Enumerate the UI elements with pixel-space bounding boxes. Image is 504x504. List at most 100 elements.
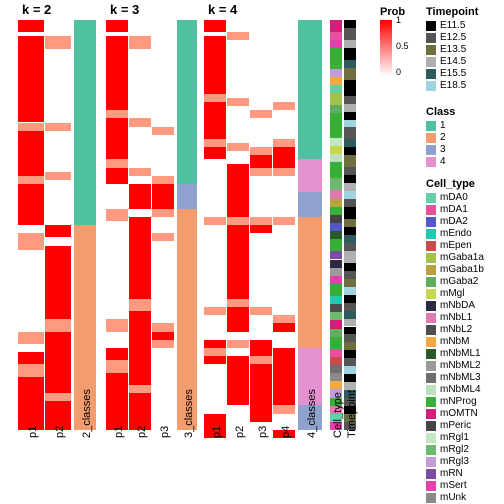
legend-item: E13.5 bbox=[426, 44, 504, 55]
heatmap-column bbox=[273, 20, 295, 430]
legend-label: mUnk bbox=[440, 492, 466, 503]
x-axis-label: p3 bbox=[159, 426, 171, 438]
legend-label: mNbML4 bbox=[440, 384, 481, 395]
legend-item: mNbML1 bbox=[426, 348, 504, 359]
legend-item: mRN bbox=[426, 468, 504, 479]
legend-item: mEndo bbox=[426, 228, 504, 239]
heatmap-column bbox=[250, 20, 272, 430]
legend-item: mDA1 bbox=[426, 204, 504, 215]
legend-swatch bbox=[426, 397, 436, 407]
legend-Timepoint: TimepointE11.5E12.5E13.5E14.5E15.5E18.5 bbox=[426, 6, 504, 92]
legend-label: mDA1 bbox=[440, 204, 468, 215]
legend-swatch bbox=[426, 45, 436, 55]
legend-label: mPeric bbox=[440, 420, 471, 431]
x-axis-label: Timepoint bbox=[346, 390, 358, 438]
legend-swatch bbox=[426, 205, 436, 215]
legend-item: E11.5 bbox=[426, 20, 504, 31]
x-axis-label: 4_classes bbox=[306, 389, 318, 438]
x-axis-label: p2 bbox=[234, 426, 246, 438]
legend-item: mEpen bbox=[426, 240, 504, 251]
heatmap-column bbox=[129, 20, 151, 430]
x-axis-label: p1 bbox=[27, 426, 39, 438]
prob-tick: 0.5 bbox=[396, 41, 409, 51]
legend-label: mEpen bbox=[440, 240, 472, 251]
legend-swatch bbox=[426, 469, 436, 479]
legend-label: 4 bbox=[440, 156, 446, 167]
legend-title: Timepoint bbox=[426, 6, 504, 18]
heatmap-column bbox=[204, 20, 226, 430]
legend-item: mRgl3 bbox=[426, 456, 504, 467]
prob-tick: 1 bbox=[396, 15, 401, 25]
legend-label: E14.5 bbox=[440, 56, 466, 67]
legend-label: mGaba1a bbox=[440, 252, 484, 263]
legend-swatch bbox=[426, 193, 436, 203]
legend-label: mNbML2 bbox=[440, 360, 481, 371]
legend-label: mGaba1b bbox=[440, 264, 484, 275]
legend-swatch bbox=[426, 313, 436, 323]
legend-swatch bbox=[426, 325, 436, 335]
legend-swatch bbox=[426, 81, 436, 91]
legend-label: mMgl bbox=[440, 288, 464, 299]
legend-swatch bbox=[426, 481, 436, 491]
legend-item: 1 bbox=[426, 120, 504, 131]
legend-item: mGaba1b bbox=[426, 264, 504, 275]
timepoint-anno bbox=[344, 20, 356, 430]
heatmap-column bbox=[227, 20, 249, 430]
x-axis-label: p2 bbox=[136, 426, 148, 438]
legend-item: 2 bbox=[426, 132, 504, 143]
legend-label: mEndo bbox=[440, 228, 472, 239]
legend-Cell_type: Cell_typemDA0mDA1mDA2mEndomEpenmGaba1amG… bbox=[426, 178, 504, 504]
legend-item: mNbML4 bbox=[426, 384, 504, 395]
legend-label: mGaba2 bbox=[440, 276, 478, 287]
legend-label: mNbML3 bbox=[440, 372, 481, 383]
legend-label: E15.5 bbox=[440, 68, 466, 79]
legend-item: mNProg bbox=[426, 396, 504, 407]
legend-item: mPeric bbox=[426, 420, 504, 431]
legend-swatch bbox=[426, 21, 436, 31]
legend-item: E14.5 bbox=[426, 56, 504, 67]
legend-swatch bbox=[426, 157, 436, 167]
heatmap-column bbox=[45, 20, 71, 430]
class-bar bbox=[74, 20, 96, 430]
legend-label: 3 bbox=[440, 144, 446, 155]
legend-item: mGaba2 bbox=[426, 276, 504, 287]
legend-swatch bbox=[426, 421, 436, 431]
class-bar bbox=[298, 20, 322, 430]
legend-label: E18.5 bbox=[440, 80, 466, 91]
legend-swatch bbox=[426, 121, 436, 131]
legend-label: mRgl1 bbox=[440, 432, 469, 443]
legend-swatch bbox=[426, 445, 436, 455]
legend-item: E18.5 bbox=[426, 80, 504, 91]
x-axis-label: p4 bbox=[280, 426, 292, 438]
legend-swatch bbox=[426, 265, 436, 275]
legend-label: mNbM bbox=[440, 336, 469, 347]
legend-label: mNbML1 bbox=[440, 348, 481, 359]
legend-item: mMgl bbox=[426, 288, 504, 299]
legend-item: mDA2 bbox=[426, 216, 504, 227]
legend-swatch bbox=[426, 217, 436, 227]
legend-label: mDA2 bbox=[440, 216, 468, 227]
x-axis-label: p1 bbox=[211, 426, 223, 438]
legend-label: E13.5 bbox=[440, 44, 466, 55]
legend-swatch bbox=[426, 253, 436, 263]
legend-title: Cell_type bbox=[426, 178, 504, 190]
legend-item: mNbM bbox=[426, 336, 504, 347]
legend-swatch bbox=[426, 33, 436, 43]
legend-item: 4 bbox=[426, 156, 504, 167]
legend-swatch bbox=[426, 277, 436, 287]
legend-swatch bbox=[426, 409, 436, 419]
legend-label: mNProg bbox=[440, 396, 477, 407]
panel-title: k = 4 bbox=[208, 2, 237, 17]
legend-swatch bbox=[426, 361, 436, 371]
legend-Class: Class1234 bbox=[426, 106, 504, 168]
x-axis-label: p1 bbox=[113, 426, 125, 438]
heatmap-column bbox=[152, 20, 174, 430]
legend-swatch bbox=[426, 301, 436, 311]
legend-item: E15.5 bbox=[426, 68, 504, 79]
celltype-anno bbox=[330, 20, 342, 430]
legend-label: mDA0 bbox=[440, 192, 468, 203]
legend-label: mOMTN bbox=[440, 408, 478, 419]
legend-label: mNbL1 bbox=[440, 312, 472, 323]
legend-item: mDA0 bbox=[426, 192, 504, 203]
prob-legend-title: Prob bbox=[380, 6, 405, 18]
